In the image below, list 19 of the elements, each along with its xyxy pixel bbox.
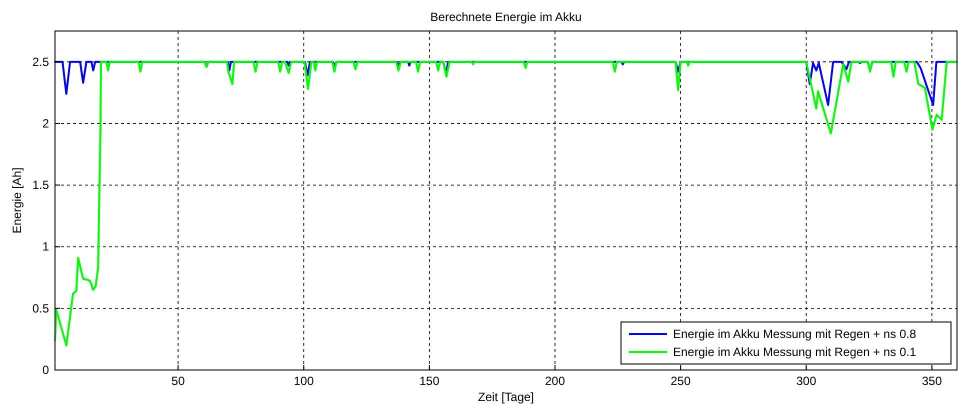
x-tick-label: 150 xyxy=(419,374,440,388)
y-tick-label: 1.5 xyxy=(32,178,50,192)
y-tick-label: 0 xyxy=(42,363,50,377)
x-tick-label: 200 xyxy=(544,374,566,388)
y-axis-title: Energie [Ah] xyxy=(10,167,24,234)
x-tick-label: 50 xyxy=(171,374,186,388)
y-tick-label: 2.5 xyxy=(32,54,50,69)
legend-label: Energie im Akku Messung mit Regen + ns 0.1 xyxy=(673,345,916,359)
line-series xyxy=(54,60,958,346)
x-tick-label: 100 xyxy=(294,374,314,388)
y-tick-label: 2 xyxy=(42,116,50,130)
x-tick-label: 350 xyxy=(922,374,942,388)
x-axis-title: Zeit [Tage] xyxy=(478,390,534,404)
x-tick-label: 300 xyxy=(796,374,817,388)
x-tick-label: 250 xyxy=(670,374,691,388)
y-tick-label: 0.5 xyxy=(32,301,50,316)
y-tick-label: 1 xyxy=(42,240,50,254)
legend-label: Energie im Akku Messung mit Regen + ns 0.8 xyxy=(673,327,916,341)
chart-title: Berechnete Energie im Akku xyxy=(430,10,582,24)
